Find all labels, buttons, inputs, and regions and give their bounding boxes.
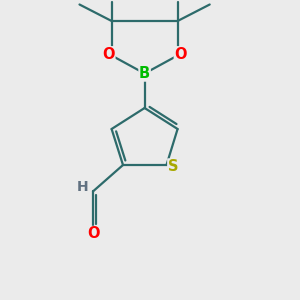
Text: O: O xyxy=(102,47,115,62)
Text: H: H xyxy=(77,180,88,194)
Text: O: O xyxy=(87,226,99,242)
Text: B: B xyxy=(139,66,150,81)
Text: S: S xyxy=(168,159,178,174)
Text: O: O xyxy=(174,47,187,62)
